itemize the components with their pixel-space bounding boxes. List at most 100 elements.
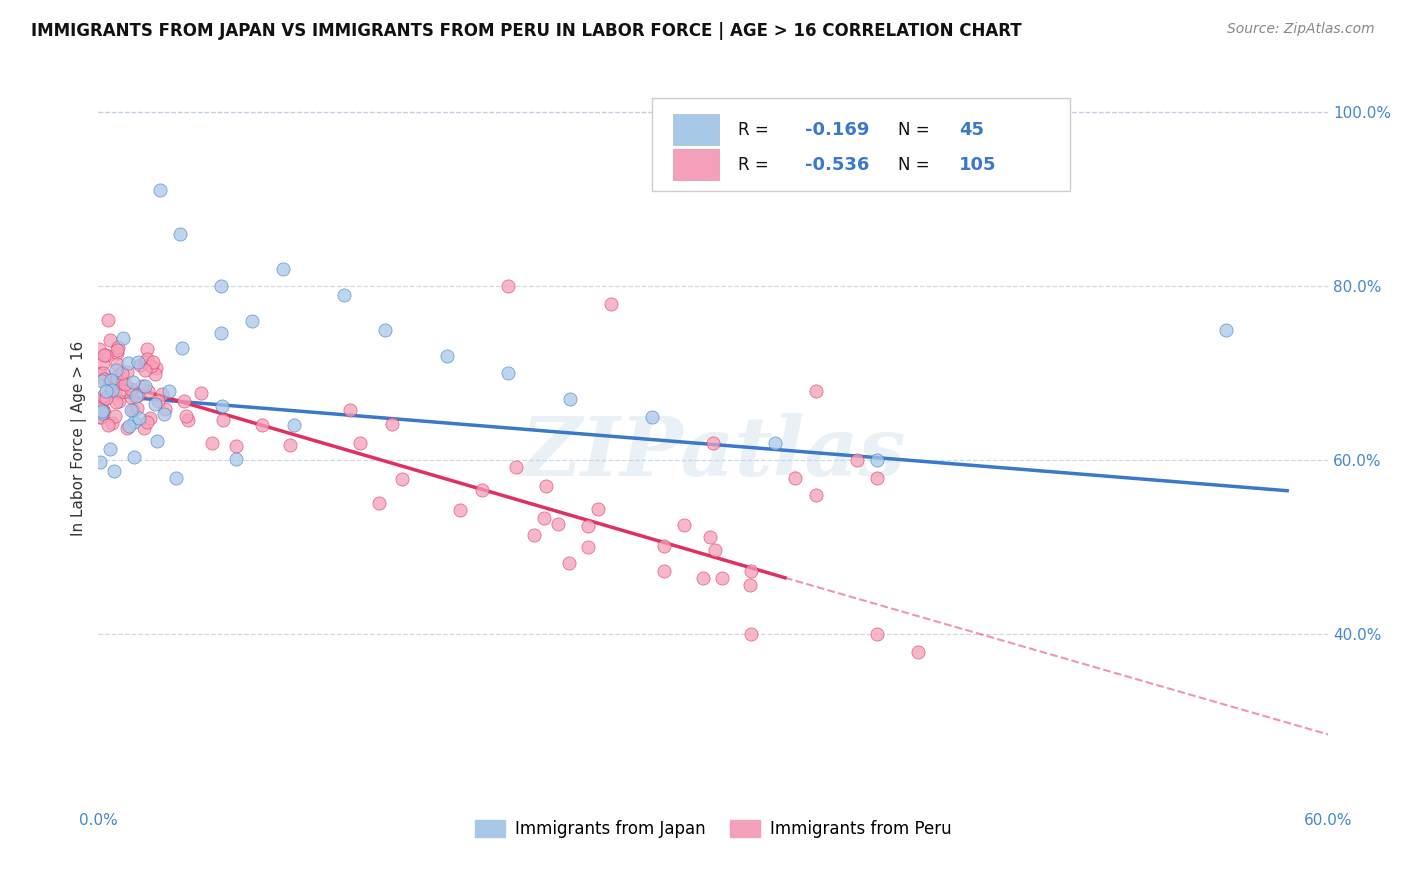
Point [804, 488, 827, 502]
Point [105, 372, 128, 386]
Point [104, 409, 127, 423]
Point [111, 366, 134, 380]
Point [740, 627, 762, 641]
Point [209, 326, 232, 340]
Point [129, 358, 152, 372]
Point [866, 470, 889, 484]
Point [209, 279, 232, 293]
Point [672, 517, 695, 532]
Point [225, 451, 247, 466]
Point [87, 342, 110, 356]
Point [641, 409, 664, 424]
Text: -0.536: -0.536 [806, 156, 870, 174]
Point [374, 323, 396, 337]
Point [523, 527, 546, 541]
Point [103, 464, 125, 478]
Point [174, 409, 197, 423]
Point [159, 384, 181, 398]
Point [225, 439, 247, 453]
Point [136, 415, 159, 429]
Point [91, 403, 114, 417]
Point [105, 357, 128, 371]
Point [654, 564, 676, 578]
Legend: Immigrants from Japan, Immigrants from Peru: Immigrants from Japan, Immigrants from P… [468, 813, 959, 845]
Point [283, 418, 305, 433]
Point [505, 459, 527, 474]
Point [107, 343, 129, 358]
Point [804, 384, 827, 398]
Point [90, 410, 112, 425]
Point [107, 368, 129, 382]
Point [785, 470, 807, 484]
Point [845, 453, 868, 467]
Point [97, 418, 120, 433]
Point [599, 296, 621, 310]
Point [339, 403, 361, 417]
Point [738, 578, 761, 592]
Point [100, 372, 122, 386]
Point [94, 384, 117, 398]
Text: ZIPatlas: ZIPatlas [520, 413, 905, 493]
Text: R =: R = [738, 156, 773, 174]
Point [94, 391, 117, 405]
Point [449, 503, 471, 517]
Point [134, 421, 156, 435]
Point [699, 530, 721, 544]
Point [93, 348, 115, 362]
Point [107, 339, 129, 353]
Point [98, 373, 121, 387]
Point [114, 376, 136, 391]
Point [652, 539, 675, 553]
Point [165, 470, 187, 484]
Point [557, 556, 579, 570]
Text: IMMIGRANTS FROM JAPAN VS IMMIGRANTS FROM PERU IN LABOR FORCE | AGE > 16 CORRELAT: IMMIGRANTS FROM JAPAN VS IMMIGRANTS FROM… [31, 22, 1022, 40]
Point [381, 417, 404, 432]
Point [145, 434, 167, 449]
Point [763, 435, 786, 450]
FancyBboxPatch shape [652, 98, 1070, 191]
Point [101, 416, 124, 430]
Point [107, 394, 129, 409]
Point [136, 342, 159, 356]
Point [117, 356, 139, 370]
Point [128, 410, 150, 425]
Text: R =: R = [738, 121, 773, 139]
Point [740, 564, 762, 578]
Point [169, 227, 191, 241]
Point [89, 455, 111, 469]
Point [104, 363, 127, 377]
Point [141, 355, 163, 369]
Point [586, 502, 609, 516]
Text: N =: N = [897, 156, 935, 174]
Point [134, 355, 156, 369]
Point [367, 496, 389, 510]
Point [576, 518, 599, 533]
Point [134, 363, 156, 377]
Text: 45: 45 [959, 121, 984, 139]
Point [125, 389, 148, 403]
Point [120, 382, 142, 396]
Point [149, 183, 172, 197]
Point [91, 366, 114, 380]
Point [120, 403, 142, 417]
Text: 105: 105 [959, 156, 997, 174]
Point [111, 376, 134, 390]
Point [96, 348, 118, 362]
Point [547, 517, 569, 532]
Point [145, 360, 167, 375]
Point [122, 450, 145, 464]
Point [176, 412, 198, 426]
Point [122, 402, 145, 417]
Point [436, 349, 458, 363]
Text: Source: ZipAtlas.com: Source: ZipAtlas.com [1227, 22, 1375, 37]
Point [211, 399, 233, 413]
Point [120, 390, 142, 404]
Point [97, 313, 120, 327]
Point [153, 407, 176, 421]
Point [91, 392, 114, 407]
Point [173, 394, 195, 409]
Point [100, 383, 122, 397]
Point [91, 389, 114, 403]
Point [139, 410, 162, 425]
Point [90, 404, 112, 418]
